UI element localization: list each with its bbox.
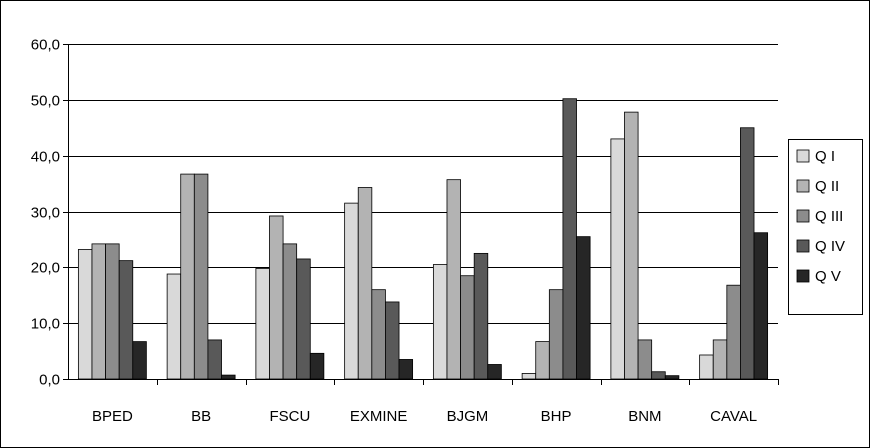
y-tick-label: 50,0 [31,93,60,110]
bar-bb-q-ii [180,173,195,380]
x-axis-tick-labels: BPED BB FSCU EXMINE BJGM BHP BNM CAVAL [92,408,757,425]
bar-exmine-q-ii [357,187,373,380]
x-tick-label: BJGM [447,408,489,425]
bar-bjgm-q-i [432,264,448,380]
legend-box [788,139,863,315]
legend-label: Q II [815,178,839,195]
bar-caval-q-v [753,232,769,380]
legend-swatch [796,179,810,193]
bar-bjgm-q-v [487,364,502,380]
bar-bped-q-v [132,341,147,380]
bar-bped-q-ii [91,243,106,380]
bar-bb-q-iv [207,339,222,380]
y-axis-tick-labels: 0,0 10,0 20,0 30,0 40,0 50,0 60,0 [31,37,60,389]
legend-swatch [796,269,810,283]
bar-bnm-q-i [610,138,625,380]
bar-bhp-q-i [521,373,537,380]
y-tick-label: 0,0 [39,372,60,389]
bar-bb-q-v [221,374,236,380]
y-tick-label: 30,0 [31,205,60,222]
x-tick-label: CAVAL [710,408,757,425]
bar-exmine-q-i [344,202,359,380]
bar-bhp-q-iv [562,98,577,380]
x-tick-label: FSCU [269,408,310,425]
bar-exmine-q-iii [371,289,386,380]
legend-label: Q I [815,148,835,165]
axes [63,44,779,385]
legend: Q I Q II Q III Q IV Q V [788,139,863,315]
y-tick-label: 60,0 [31,37,60,54]
bar-bhp-q-iii [548,289,564,380]
bar-fscu-q-ii [269,215,284,380]
bar-bped-q-i [77,249,93,380]
bar-bped-q-iv [118,260,134,380]
bar-bhp-q-v [576,236,591,380]
x-tick-label: BHP [541,408,572,425]
bar-bb-q-i [166,273,182,380]
legend-swatch [796,239,810,253]
x-tick-label: BPED [92,408,133,425]
bar-exmine-q-v [398,359,414,380]
x-tick-label: BB [191,408,211,425]
bar-exmine-q-iv [385,301,400,380]
bar-bjgm-q-iii [460,275,475,380]
legend-swatch [796,149,810,163]
bar-bnm-q-iv [651,371,666,380]
bar-bnm-q-ii [624,111,639,380]
bar-caval-q-i [699,354,714,380]
bar-bhp-q-ii [535,341,550,380]
bar-fscu-q-iii [282,243,298,380]
bar-bped-q-iii [105,243,120,380]
bar-bb-q-iii [193,173,209,380]
y-tick-label: 20,0 [31,260,60,277]
legend-swatch [796,209,810,223]
y-tick-label: 10,0 [31,316,60,333]
legend-label: Q V [815,268,841,285]
bar-fscu-q-iv [296,258,311,380]
legend-label: Q IV [815,238,845,255]
bar-bnm-q-iii [637,339,653,380]
bar-bjgm-q-iv [473,252,489,380]
bar-fscu-q-i [255,268,270,380]
bar-bnm-q-v [664,375,680,380]
bar-caval-q-iii [726,284,741,380]
y-tick-label: 40,0 [31,149,60,166]
bar-fscu-q-v [309,352,325,380]
bar-caval-q-iv [740,127,755,380]
x-tick-label: EXMINE [350,408,408,425]
bars [77,98,769,380]
bar-bjgm-q-ii [446,179,461,380]
bar-caval-q-ii [712,339,728,380]
x-tick-label: BNM [628,408,661,425]
legend-label: Q III [815,208,843,225]
